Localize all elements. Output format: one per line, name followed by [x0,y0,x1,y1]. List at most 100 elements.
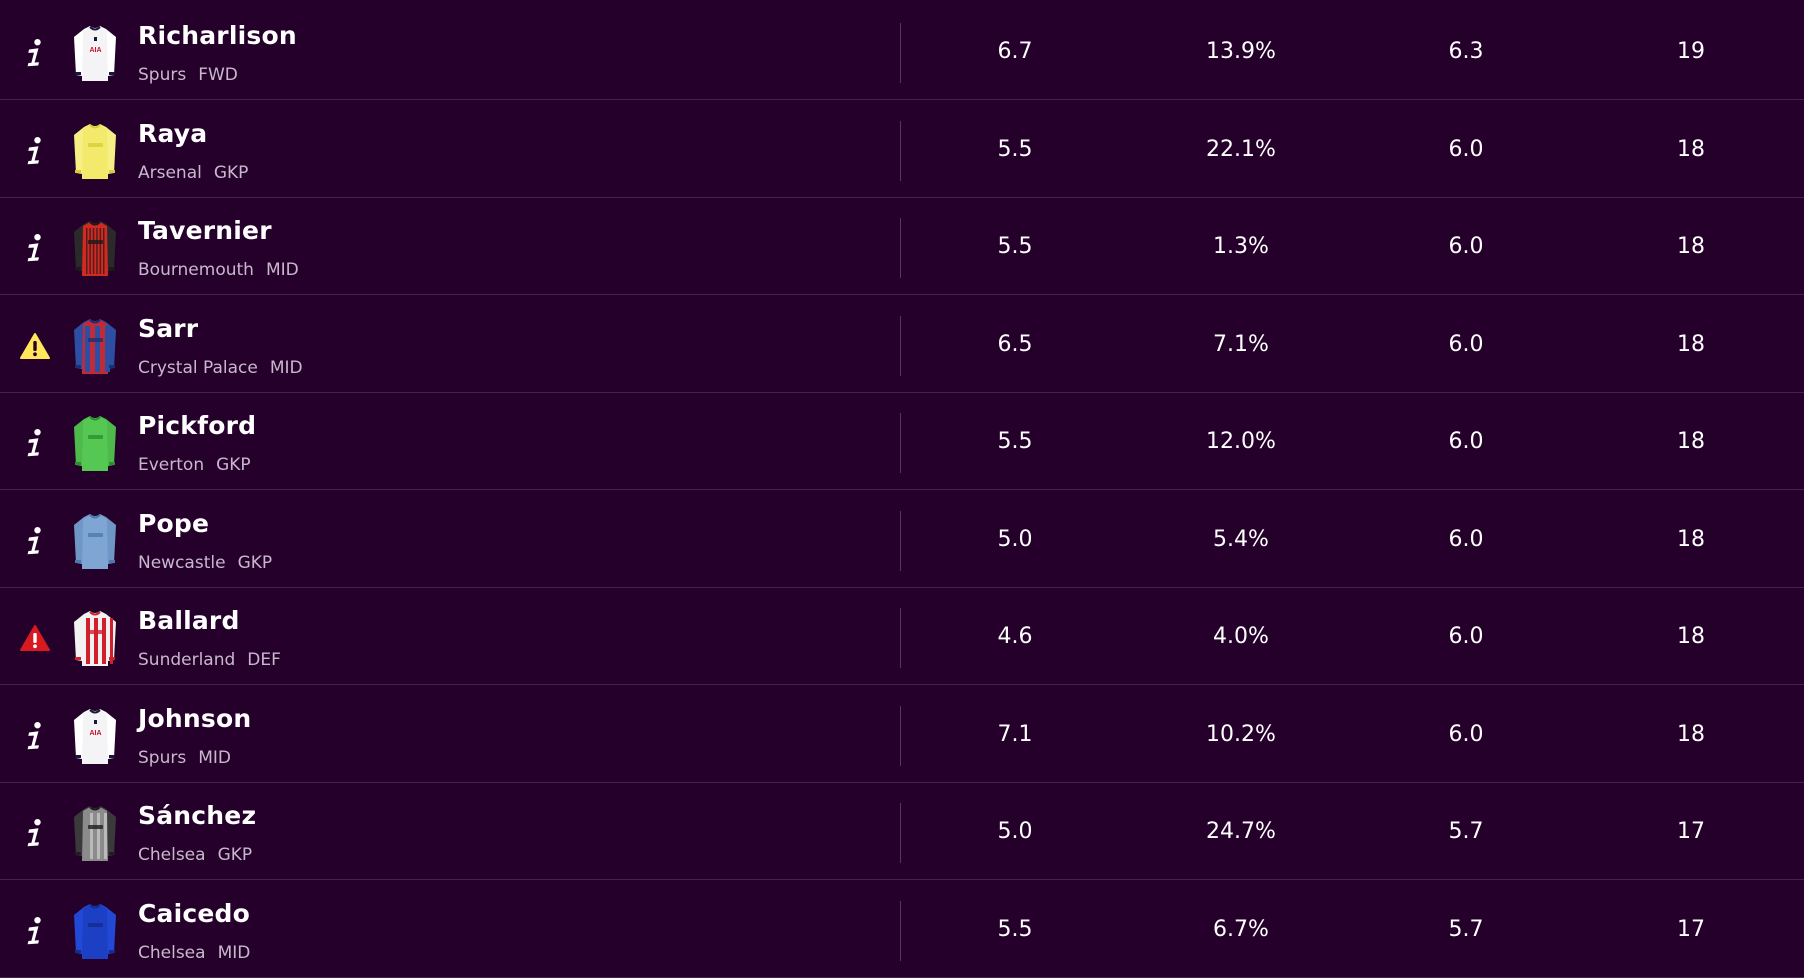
info-icon[interactable] [14,228,56,268]
player-row[interactable]: Tavernier Bournemouth MID 5.5 1.3% 6.0 18 [0,198,1804,295]
injury-alert-icon[interactable] [14,618,56,658]
shirt-icon [70,218,120,280]
stat-value-3: 5.7 [1448,819,1484,844]
player-row[interactable]: Caicedo Chelsea MID 5.5 6.7% 5.7 17 [0,881,1804,978]
stat-value-3: 6.0 [1448,721,1484,747]
player-row[interactable]: AIA Johnson Spurs MID 7.1 10.2% 6.0 18 [0,686,1804,783]
player-meta: Newcastle GKP [138,553,272,573]
player-meta: Bournemouth MID [138,260,299,280]
info-icon[interactable] [14,813,56,853]
player-meta: Chelsea GKP [138,845,252,865]
stat-value-2: 12.0% [1206,429,1276,454]
info-icon[interactable] [14,423,56,463]
stat-value-1: 7.1 [997,721,1033,747]
player-name: Johnson [138,703,252,733]
column-divider [900,120,901,181]
column-divider [900,510,901,571]
player-position: GKP [216,455,251,475]
player-position: MID [269,357,303,378]
stat-value-3: 6.0 [1448,624,1484,649]
column-divider [900,218,901,278]
player-name: Richarlison [138,21,297,50]
player-position: FWD [198,65,238,85]
player-row[interactable]: Sarr Crystal Palace MID 6.5 7.1% 6.0 18 [0,296,1804,393]
svg-text:AIA: AIA [89,730,101,737]
player-position: GKP [217,845,253,865]
stat-value-2: 22.1% [1206,136,1276,162]
stat-value-4: 19 [1677,39,1705,64]
stat-value-4: 18 [1677,721,1705,747]
player-name: Ballard [138,606,240,635]
player-row[interactable]: Pope Newcastle GKP 5.0 5.4% 6.0 18 [0,491,1804,588]
shirt-icon [70,901,120,963]
player-meta: Chelsea MID [138,943,250,963]
player-meta: Arsenal GKP [138,163,248,183]
stat-value-3: 6.0 [1448,429,1484,454]
stat-value-3: 5.7 [1448,916,1484,942]
stat-value-1: 5.5 [997,136,1033,162]
stat-value-2: 6.7% [1213,916,1269,942]
player-team: Everton [138,455,205,475]
player-name: Sánchez [138,801,257,830]
info-icon[interactable] [14,33,56,73]
player-name: Caicedo [138,898,251,928]
shirt-icon: AIA [70,23,120,85]
player-name: Sarr [138,313,199,343]
player-position: GKP [213,162,249,183]
stat-value-2: 13.9% [1206,39,1276,64]
info-icon[interactable] [14,911,56,951]
stat-value-2: 24.7% [1206,819,1276,844]
stat-value-1: 5.5 [997,234,1033,259]
stat-value-3: 6.0 [1448,136,1484,162]
column-divider [900,23,901,83]
player-position: GKP [237,552,273,573]
player-team: Sunderland [138,650,236,670]
player-team: Spurs [138,65,187,85]
player-name: Pickford [138,411,257,440]
stat-value-1: 5.0 [997,526,1033,552]
column-divider [900,608,901,668]
shirt-icon [70,608,120,670]
stat-value-1: 6.5 [997,331,1033,357]
stat-value-3: 6.0 [1448,234,1484,259]
info-icon[interactable] [14,521,56,561]
stat-value-4: 18 [1677,429,1705,454]
player-row[interactable]: Ballard Sunderland DEF 4.6 4.0% 6.0 18 [0,588,1804,685]
shirt-icon [70,316,120,378]
shirt-icon [70,121,120,183]
player-meta: Spurs FWD [138,65,238,85]
player-row[interactable]: AIA Richarlison Spurs FWD 6.7 13.9% 6.3 1… [0,3,1804,100]
svg-text:AIA: AIA [89,47,101,54]
player-team: Crystal Palace [138,357,258,378]
shirt-icon [70,413,120,475]
player-team: Newcastle [138,552,226,573]
info-icon[interactable] [14,131,56,171]
stat-value-2: 10.2% [1206,721,1276,747]
player-position: DEF [247,650,281,670]
stat-value-1: 5.0 [997,819,1033,844]
player-meta: Sunderland DEF [138,650,281,670]
stat-value-1: 5.5 [997,916,1033,942]
player-team: Chelsea [138,942,206,963]
column-divider [900,413,901,473]
stat-value-4: 18 [1677,526,1705,552]
player-row[interactable]: Raya Arsenal GKP 5.5 22.1% 6.0 18 [0,101,1804,198]
stat-value-4: 18 [1677,234,1705,259]
stat-value-1: 4.6 [997,624,1033,649]
stat-value-4: 18 [1677,136,1705,162]
stat-value-2: 5.4% [1213,526,1269,552]
column-divider [900,705,901,766]
column-divider [900,900,901,961]
player-row[interactable]: Sánchez Chelsea GKP 5.0 24.7% 5.7 17 [0,783,1804,880]
player-name: Tavernier [138,216,272,245]
player-row[interactable]: Pickford Everton GKP 5.5 12.0% 6.0 18 [0,393,1804,490]
stat-value-2: 1.3% [1213,234,1269,259]
stat-value-2: 7.1% [1213,331,1269,357]
stat-value-1: 6.7 [997,39,1033,64]
column-divider [900,803,901,863]
info-icon[interactable] [14,716,56,756]
player-team: Bournemouth [138,260,254,280]
stat-value-4: 17 [1677,819,1705,844]
warning-icon[interactable] [14,326,56,366]
